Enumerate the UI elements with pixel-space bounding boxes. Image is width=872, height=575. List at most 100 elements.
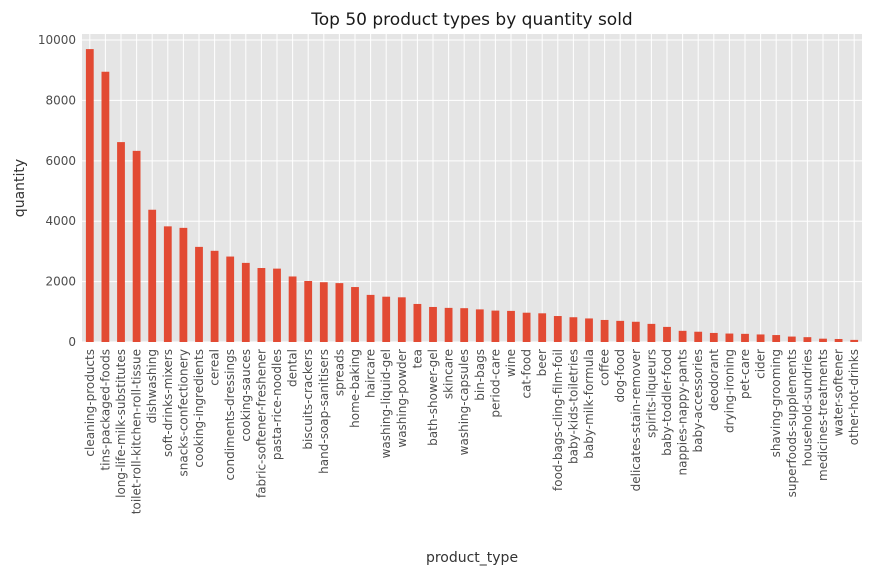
x-tick-label: spirits-liqueurs	[644, 349, 658, 438]
bar-cat-food	[522, 312, 531, 342]
bar-baby-milk-formula	[585, 318, 593, 342]
x-tick-label: cider	[754, 349, 768, 379]
bar-medicines-treatments	[819, 338, 827, 342]
bar-dog-food	[616, 320, 625, 342]
x-tick-label: food-bags-cling-film-foil	[551, 349, 565, 491]
bar-wine	[507, 310, 515, 342]
x-tick-label: cooking-sauces	[239, 349, 253, 442]
bar-nappies-nappy-pants	[678, 330, 687, 342]
bar-household-sundries	[803, 337, 812, 342]
x-tick-label: beer	[535, 349, 549, 376]
x-tick-label: condiments-dressings	[223, 349, 237, 480]
x-tick-label: dishwashing	[145, 349, 159, 423]
bar-deodorant	[709, 332, 718, 342]
bar-other-hot-drinks	[850, 339, 859, 342]
x-tick-label: baby-kids-toiletries	[566, 349, 580, 464]
bar-shaving-grooming	[772, 335, 781, 342]
y-tick-labels: 0 2000 4000 6000 8000 10000	[38, 33, 76, 349]
x-tick-label: biscuits-crackers	[301, 349, 315, 450]
x-tick-label: baby-accessories	[691, 349, 705, 453]
x-tick-label: toilet-roll-kitchen-roll-tissue	[130, 349, 144, 514]
chart-title: Top 50 product types by quantity sold	[310, 10, 632, 30]
bar-water-softener	[834, 338, 843, 342]
x-tick-label: baby-toddler-food	[660, 349, 674, 456]
x-tick-label: pasta-rice-noodles	[270, 349, 284, 460]
bar-superfoods-supplements	[787, 336, 796, 342]
x-tick-label: washing-powder	[395, 349, 409, 448]
bar-soft-drinks-mixers	[163, 226, 172, 342]
bar-drying-ironing	[725, 333, 734, 342]
bar-bin-bags	[475, 309, 484, 342]
bar-bath-shower-gel	[429, 306, 437, 342]
bar-spirits-liqueurs	[647, 323, 656, 342]
x-tick-label: tins-packaged-foods	[98, 349, 112, 471]
bar-food-bags-cling-film-foil	[553, 316, 562, 342]
x-tick-label: superfoods-supplements	[785, 349, 799, 497]
bar-washing-liquid-gel	[382, 296, 391, 342]
bar-home-baking	[351, 287, 359, 342]
bar-beer	[538, 313, 547, 342]
y-tick-label: 0	[68, 335, 76, 349]
bar-fabric-softener-freshener	[257, 268, 266, 342]
bar-long-life-milk-substitutes	[117, 142, 125, 342]
x-tick-label: coffee	[598, 349, 612, 386]
x-tick-label: pet-care	[738, 349, 752, 399]
bar-washing-capsules	[460, 308, 469, 342]
bar-pet-care	[741, 333, 749, 342]
x-tick-label: nappies-nappy-pants	[676, 349, 690, 475]
bar-cleaning-products	[85, 49, 94, 343]
bar-skincare	[444, 307, 453, 342]
bar-condiments-dressings	[226, 256, 235, 342]
x-tick-label: fabric-softener-freshener	[254, 349, 268, 498]
bar-spreads	[335, 283, 344, 342]
x-tick-label: dog-food	[613, 349, 627, 402]
x-tick-label: cat-food	[520, 349, 534, 399]
x-tick-label: period-care	[488, 349, 502, 418]
x-tick-label: bin-bags	[473, 349, 487, 401]
x-tick-label: tea	[410, 349, 424, 368]
x-tick-label: wine	[504, 349, 518, 377]
bar-period-care	[491, 310, 500, 342]
bar-cooking-ingredients	[195, 246, 203, 342]
bar-cider	[756, 334, 765, 342]
bar-toilet-roll-kitchen-roll-tissue	[132, 150, 141, 342]
x-tick-label: hand-soap-sanitisers	[317, 349, 331, 474]
x-tick-label: soft-drinks-mixers	[161, 349, 175, 457]
x-tick-label: haircare	[364, 349, 378, 398]
y-tick-label: 6000	[45, 154, 76, 168]
bar-tins-packaged-foods	[101, 71, 110, 343]
x-tick-label: home-baking	[348, 349, 362, 428]
x-tick-label: other-hot-drinks	[847, 349, 861, 445]
bar-hand-soap-sanitisers	[319, 282, 328, 342]
x-axis-label: product_type	[426, 550, 518, 566]
x-tick-label: long-life-milk-substitutes	[114, 349, 128, 498]
bar-pasta-rice-noodles	[273, 268, 281, 342]
bar-cooking-sauces	[241, 262, 250, 342]
x-tick-label: baby-milk-formula	[582, 349, 596, 459]
x-tick-label: skincare	[442, 349, 456, 399]
y-axis-label: quantity	[12, 159, 28, 217]
bar-snacks-confectionery	[179, 227, 188, 342]
x-tick-label: medicines-treatments	[816, 349, 830, 481]
bar-baby-accessories	[694, 331, 703, 342]
bar-biscuits-crackers	[304, 281, 313, 342]
x-tick-label: cleaning-products	[83, 349, 97, 457]
x-tick-label: snacks-confectionery	[176, 349, 190, 477]
x-tick-label: drying-ironing	[722, 349, 736, 433]
bar-dishwashing	[148, 209, 157, 342]
bar-tea	[413, 303, 422, 342]
x-tick-label: shaving-grooming	[769, 349, 783, 457]
y-tick-label: 4000	[45, 214, 76, 228]
bar-baby-kids-toiletries	[569, 317, 578, 342]
x-tick-label: cereal	[208, 349, 222, 386]
x-tick-labels: cleaning-products tins-packaged-foods long…	[83, 349, 861, 514]
x-tick-label: deodorant	[707, 349, 721, 411]
bar-coffee	[600, 319, 609, 342]
bar-washing-powder	[397, 297, 406, 342]
x-tick-label: cooking-ingredients	[192, 349, 206, 468]
bar-delicates-stain-remover	[631, 321, 640, 342]
bar-cereal	[210, 250, 219, 342]
x-tick-label: spreads	[332, 349, 346, 396]
x-tick-label: household-sundries	[800, 349, 814, 466]
